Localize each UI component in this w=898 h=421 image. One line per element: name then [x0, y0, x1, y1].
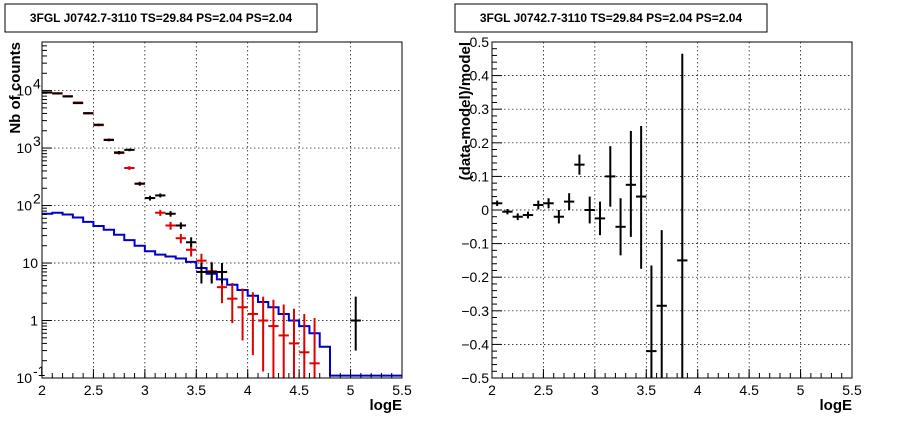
x-axis-label: logE — [370, 397, 403, 414]
y-tick-label: 0.5 — [470, 34, 490, 50]
y-tick-label: 0 — [481, 202, 489, 218]
y-tick-exponent: 4 — [33, 76, 41, 92]
x-tick-label: 4.5 — [739, 382, 759, 398]
x-tick-label: 4 — [694, 382, 702, 398]
x-tick-label: 5.5 — [392, 382, 412, 398]
x-axis-label: logE — [820, 397, 853, 414]
y-tick-label: −0.4 — [461, 336, 489, 352]
grid — [492, 42, 852, 378]
x-tick-label: 2.5 — [84, 382, 104, 398]
x-tick-label: 2 — [38, 382, 46, 398]
x-tick-label: 2.5 — [534, 382, 554, 398]
y-tick-label: 0.4 — [470, 68, 490, 84]
ticks — [491, 41, 853, 379]
y-tick-label: 0.3 — [470, 101, 490, 117]
y-tick-label: 0.2 — [470, 135, 490, 151]
x-tick-label: 3 — [141, 382, 149, 398]
y-tick-label: −0.1 — [461, 236, 489, 252]
marks — [42, 91, 402, 378]
y-tick-exponent: 2 — [33, 191, 41, 207]
y-tick-exponent: 3 — [33, 133, 41, 149]
x-tick-label: 5.5 — [842, 382, 862, 398]
x-tick-label: 3.5 — [187, 382, 207, 398]
x-tick-label: 2 — [488, 382, 496, 398]
y-tick-label: −0.3 — [461, 303, 489, 319]
chart-title: 3FGL J0742.7-3110 TS=29.84 PS=2.04 PS=2.… — [480, 11, 743, 25]
y-tick-label: 10 — [16, 140, 32, 156]
x-tick-label: 5 — [797, 382, 805, 398]
x-tick-label: 5 — [347, 382, 355, 398]
y-tick-label: −0.2 — [461, 269, 489, 285]
grid — [42, 42, 402, 378]
y-tick-label: 0.1 — [470, 168, 490, 184]
residual-panel: 3FGL J0742.7-3110 TS=29.84 PS=2.04 PS=2.… — [454, 3, 862, 414]
x-tick-label: 4 — [244, 382, 252, 398]
tick-labels: 2 2.5 3 3.5 4 4.5 5 5.5 −0.5 −0.4 −0.3 −0.2 −0.1 0 0.1… — [461, 34, 862, 398]
title-box — [4, 3, 318, 33]
y-tick-label: 1 — [30, 313, 38, 329]
ticks — [41, 41, 403, 379]
y-tick-exponent: -1 — [33, 363, 46, 379]
plot-frame — [41, 41, 403, 379]
marks — [492, 53, 688, 378]
y-axis-label: (data-model)/model — [457, 42, 474, 180]
chart-title: 3FGL J0742.7-3110 TS=29.84 PS=2.04 PS=2.… — [30, 11, 293, 25]
counts-panel: 3FGL J0742.7-3110 TS=29.84 PS=2.04 PS=2.… — [4, 3, 412, 414]
x-tick-label: 4.5 — [289, 382, 309, 398]
x-tick-label: 3.5 — [637, 382, 657, 398]
y-tick-label: 10 — [16, 198, 32, 214]
x-tick-label: 3 — [591, 382, 599, 398]
y-axis-label: Nb of counts — [7, 42, 24, 134]
y-tick-label: −0.5 — [461, 370, 489, 386]
title-box — [454, 3, 768, 33]
y-tick-label: 10 — [22, 255, 38, 271]
y-tick-label: 10 — [16, 370, 32, 386]
y-tick-label: 10 — [16, 83, 32, 99]
